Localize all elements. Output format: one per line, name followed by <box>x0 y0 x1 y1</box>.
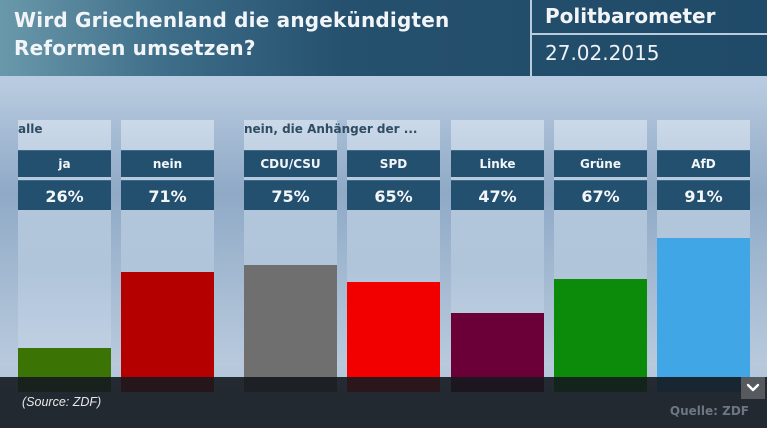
survey-date: 27.02.2015 <box>545 41 660 65</box>
bar-afd <box>657 238 750 392</box>
value-label: 91% <box>657 180 750 210</box>
chevron-down-icon <box>746 383 760 392</box>
category-label: Linke <box>451 150 544 177</box>
category-label: nein <box>121 150 214 177</box>
brand-label: Politbarometer <box>545 4 716 28</box>
expand-caption-button[interactable] <box>741 377 765 399</box>
value-label: 75% <box>244 180 337 210</box>
category-label: CDU/CSU <box>244 150 337 177</box>
header-banner: Wird Griechenland die angekündigten Refo… <box>0 0 767 76</box>
category-label: AfD <box>657 150 750 177</box>
category-label: ja <box>18 150 111 177</box>
title-line-1: Wird Griechenland die angekündigten <box>14 8 450 32</box>
bar-cdu-csu <box>244 265 337 392</box>
bar-gr-ne <box>554 278 647 392</box>
value-label: 26% <box>18 180 111 210</box>
chart-title: Wird Griechenland die angekündigten Refo… <box>14 6 524 62</box>
source-caption: (Source: ZDF) <box>22 395 102 409</box>
title-line-2: Reformen umsetzen? <box>14 36 256 60</box>
value-label: 67% <box>554 180 647 210</box>
caption-overlay <box>0 377 767 428</box>
value-label: 71% <box>121 180 214 210</box>
group-label-all: alle <box>18 122 43 136</box>
category-label: SPD <box>347 150 440 177</box>
group-label-supporters: nein, die Anhänger der ... <box>244 122 418 136</box>
header-divider-horizontal <box>532 33 767 35</box>
value-label: 65% <box>347 180 440 210</box>
header-divider-vertical <box>530 0 532 76</box>
source-watermark: Quelle: ZDF <box>669 404 749 418</box>
category-label: Grüne <box>554 150 647 177</box>
bar-spd <box>347 282 440 392</box>
value-label: 47% <box>451 180 544 210</box>
bar-nein <box>121 272 214 392</box>
